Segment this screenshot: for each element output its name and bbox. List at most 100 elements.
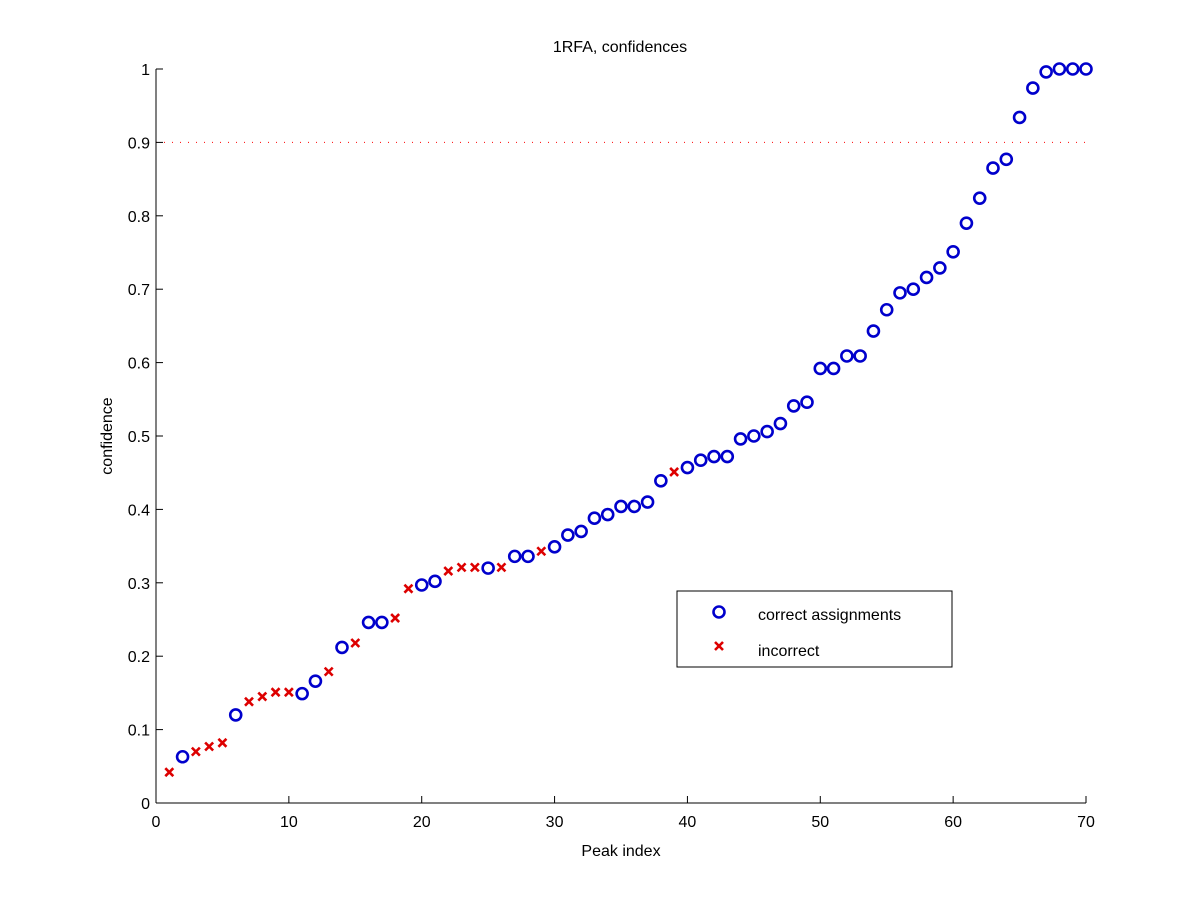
incorrect-point: [350, 638, 361, 648]
legend-label-correct: correct assignments: [758, 607, 901, 624]
correct-point: [906, 282, 921, 297]
y-tick-label: 0.4: [128, 502, 150, 519]
correct-point: [840, 349, 854, 363]
incorrect-point: [403, 583, 414, 594]
y-tick-label: 0.8: [128, 209, 150, 226]
correct-point: [308, 674, 323, 688]
correct-point: [866, 324, 881, 338]
x-tick-label: 70: [1077, 814, 1095, 831]
legend: correct assignments incorrect: [676, 590, 953, 668]
axes: 0 10 20 30 40 50 60 70 0 0.1 0.2 0.3 0.4 0.5 0.6 0.7 0.8…: [128, 62, 1095, 831]
correct-point: [1065, 62, 1080, 76]
correct-point: [481, 561, 495, 575]
correct-point: [414, 578, 429, 592]
x-tick-label: 30: [546, 814, 564, 831]
x-tick-label: 20: [413, 814, 431, 831]
incorrect-point: [390, 613, 401, 623]
y-tick-label: 0.2: [128, 649, 150, 666]
incorrect-point: [164, 767, 175, 778]
correct-point: [879, 302, 894, 317]
correct-point: [959, 216, 974, 230]
correct-point: [933, 261, 947, 275]
correct-point: [574, 524, 588, 539]
correct-point: [587, 511, 602, 526]
correct-point: [228, 708, 243, 722]
correct-point: [786, 399, 801, 413]
correct-point: [773, 416, 788, 431]
correct-point: [600, 507, 615, 522]
correct-point: [1039, 65, 1053, 79]
correct-point: [1012, 110, 1027, 125]
correct-point: [428, 574, 442, 589]
incorrect-point: [217, 737, 228, 748]
correct-point: [800, 395, 814, 410]
x-tick-label: 50: [811, 814, 829, 831]
correct-point: [361, 615, 376, 630]
legend-circle-marker: [712, 605, 726, 619]
y-tick-label: 0.3: [128, 576, 150, 593]
correct-point: [893, 286, 907, 300]
correct-point: [654, 473, 668, 488]
incorrect-point: [443, 566, 454, 576]
x-tick-label: 10: [280, 814, 298, 831]
correct-point: [853, 349, 867, 363]
correct-point: [919, 270, 934, 285]
correct-point: [1079, 62, 1093, 76]
correct-point: [999, 152, 1014, 167]
y-tick-label: 0.1: [128, 723, 150, 740]
legend-label-incorrect: incorrect: [758, 643, 820, 660]
correct-point: [1026, 81, 1040, 95]
incorrect-point: [323, 666, 334, 677]
incorrect-point: [669, 467, 680, 477]
correct-point: [826, 361, 841, 376]
correct-point: [175, 749, 190, 764]
correct-point: [813, 361, 828, 376]
incorrect-point: [496, 562, 507, 573]
incorrect-point: [283, 687, 294, 698]
x-tick-label: 0: [152, 814, 161, 831]
incorrect-point: [270, 687, 281, 698]
correct-point: [375, 615, 389, 630]
correct-point: [946, 244, 960, 259]
incorrect-point: [456, 562, 467, 573]
correct-point: [640, 495, 655, 509]
incorrect-point: [244, 696, 254, 707]
correct-point: [614, 499, 628, 514]
incorrect-point: [190, 746, 201, 757]
correct-point: [707, 449, 721, 464]
correct-point: [521, 549, 535, 564]
y-tick-label: 0.7: [128, 282, 150, 299]
legend-x-marker: [714, 641, 724, 651]
y-tick-label: 0.6: [128, 356, 150, 373]
correct-point: [986, 161, 1000, 175]
correct-point: [760, 424, 774, 439]
incorrect-point: [204, 741, 215, 752]
data-marks: [164, 62, 1093, 778]
correct-point: [507, 549, 522, 564]
y-tick-label: 1: [141, 62, 150, 79]
incorrect-point: [257, 691, 268, 702]
x-tick-label: 40: [679, 814, 697, 831]
incorrect-point: [469, 562, 480, 573]
correct-point: [627, 499, 642, 514]
correct-point: [747, 429, 761, 443]
correct-point: [335, 640, 349, 655]
x-axis-label: Peak index: [581, 843, 660, 860]
y-tick-label: 0.5: [128, 429, 150, 446]
correct-point: [733, 432, 748, 446]
chart-title: 1RFA, confidences: [553, 39, 687, 56]
correct-point: [547, 540, 562, 554]
correct-point: [693, 453, 708, 468]
correct-point: [1052, 62, 1067, 76]
y-axis-label: confidence: [99, 397, 116, 474]
y-tick-label: 0: [141, 796, 150, 813]
legend-box: [676, 590, 953, 668]
correct-point: [561, 528, 575, 542]
y-tick-label: 0.9: [128, 135, 150, 152]
correct-point: [295, 686, 309, 701]
correct-point: [972, 191, 987, 205]
x-tick-label: 60: [944, 814, 962, 831]
correct-point: [680, 460, 695, 475]
incorrect-point: [536, 546, 547, 557]
